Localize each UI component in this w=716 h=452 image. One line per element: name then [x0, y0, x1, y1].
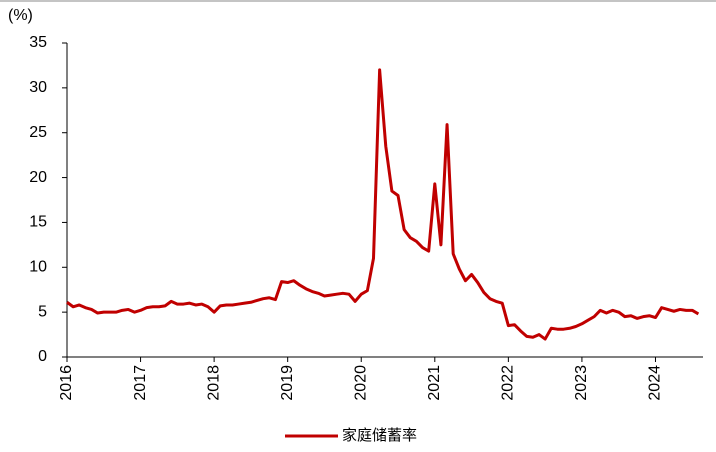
- series-line: [66, 68, 700, 341]
- legend-label: 家庭储蓄率: [342, 427, 417, 444]
- x-tick-label: 2016: [58, 365, 75, 401]
- x-tick-label: 2020: [352, 365, 369, 401]
- x-tick-label: 2024: [647, 365, 664, 401]
- y-unit: (%): [8, 7, 33, 24]
- y-tick-label: 20: [29, 169, 47, 186]
- x-tick-label: 2017: [132, 365, 149, 401]
- y-tick-label: 0: [38, 348, 47, 365]
- x-tick-label: 2021: [426, 365, 443, 401]
- x-tick-label: 2022: [500, 365, 517, 401]
- y-tick-label: 25: [29, 124, 47, 141]
- x-tick-label: 2018: [205, 365, 222, 401]
- x-tick-label: 2019: [279, 365, 296, 401]
- x-tick-label: 2023: [573, 365, 590, 401]
- y-tick-label: 5: [38, 303, 47, 320]
- y-tick-label: 15: [29, 214, 47, 231]
- y-tick-label: 10: [29, 259, 47, 276]
- y-tick-label: 35: [29, 34, 47, 51]
- y-tick-label: 30: [29, 79, 47, 96]
